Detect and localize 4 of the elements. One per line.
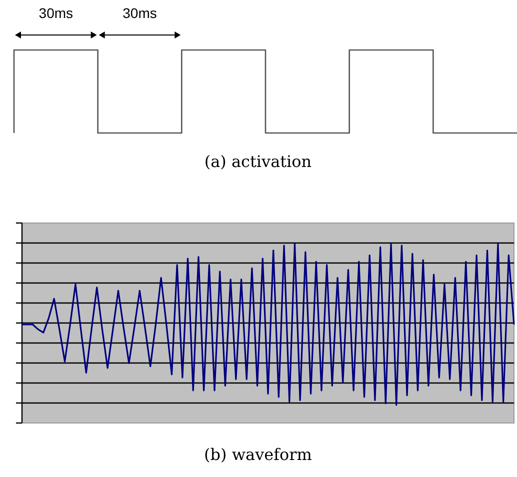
text: 30ms bbox=[38, 5, 74, 21]
text: 30ms bbox=[122, 5, 157, 21]
text: (b) waveform bbox=[204, 445, 312, 464]
text: (a) activation bbox=[204, 152, 312, 171]
